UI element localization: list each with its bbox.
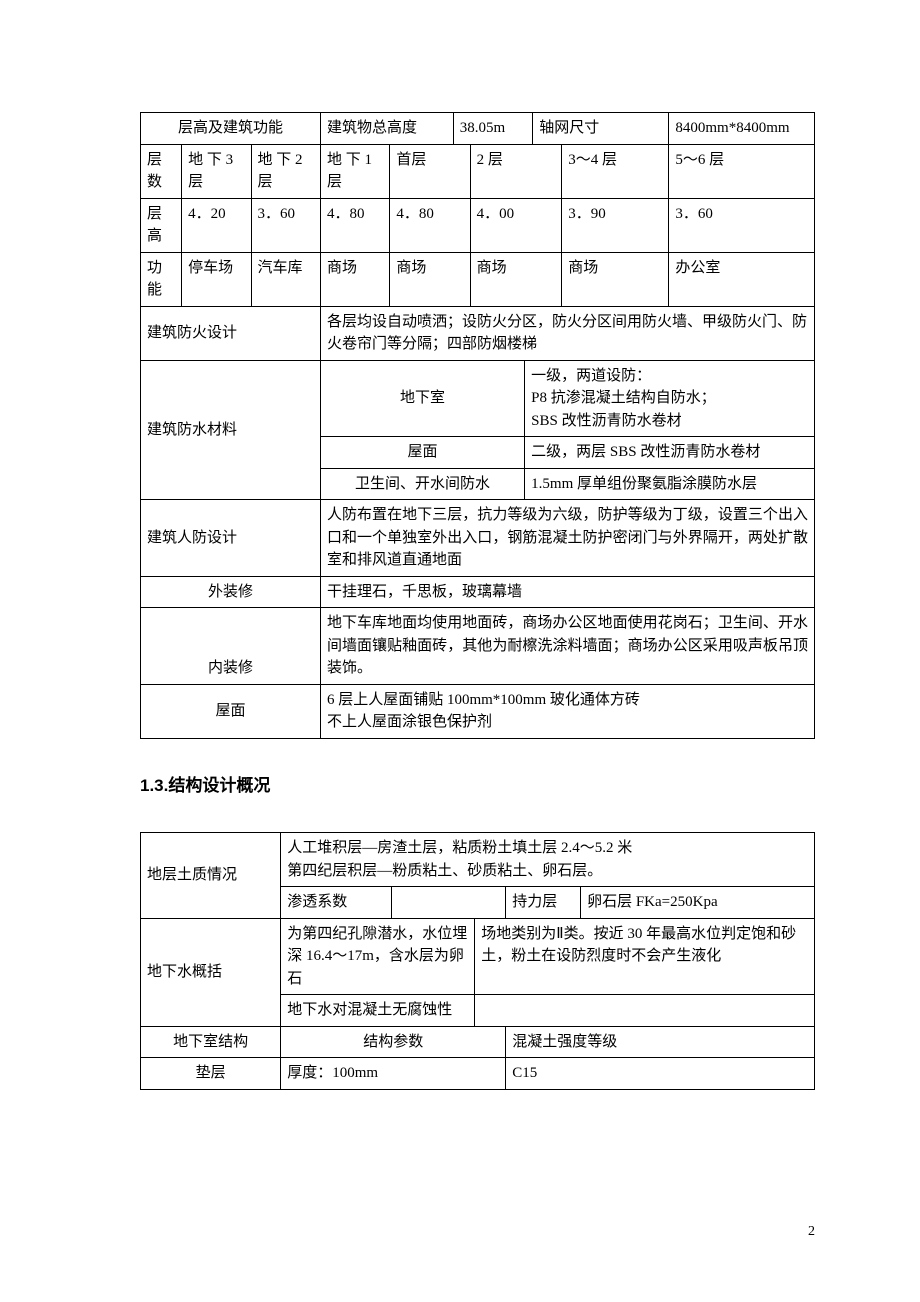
cell-total-height-value: 38.05m (453, 113, 533, 145)
row-label-interior: 内装修 (141, 608, 321, 685)
cell-bathroom-label: 卫生间、开水间防水 (320, 468, 524, 500)
cell: 3．60 (669, 198, 815, 252)
cell-roof-value: 二级，两层 SBS 改性沥青防水卷材 (525, 437, 815, 469)
cell-bearing-layer-label: 持力层 (506, 887, 581, 919)
cell-cushion-grade: C15 (506, 1058, 815, 1090)
cell-total-height-label: 建筑物总高度 (320, 113, 453, 145)
cell: 4．80 (320, 198, 389, 252)
cell-empty (392, 887, 506, 919)
cell: 商场 (562, 252, 669, 306)
row-label-civil-defense: 建筑人防设计 (141, 500, 321, 577)
row-label-roof: 屋面 (141, 684, 321, 738)
row-label-function: 功能 (141, 252, 182, 306)
cell: 地 下 3 层 (182, 144, 251, 198)
cell: 地 下 1 层 (320, 144, 389, 198)
cell-bearing-layer-value: 卵石层 FKa=250Kpa (581, 887, 815, 919)
cell: 3．90 (562, 198, 669, 252)
row-label-exterior: 外装修 (141, 576, 321, 608)
row-label-groundwater: 地下水概括 (141, 918, 281, 1026)
cell: 商场 (470, 252, 562, 306)
cell: 3．60 (251, 198, 320, 252)
row-label-height: 层高 (141, 198, 182, 252)
cell-soil-value: 人工堆积层—房渣土层，粘质粉土填土层 2.4～5.2 米 第四纪层积层—粉质粘土… (281, 833, 815, 887)
structure-design-table: 地层土质情况 人工堆积层—房渣土层，粘质粉土填土层 2.4～5.2 米 第四纪层… (140, 832, 815, 1090)
cell: 2 层 (470, 144, 562, 198)
cell-axis-size-value: 8400mm*8400mm (669, 113, 815, 145)
cell-interior: 地下车库地面均使用地面砖，商场办公区地面使用花岗石；卫生间、开水间墙面镶贴釉面砖… (320, 608, 814, 685)
cell-empty (475, 995, 815, 1027)
page-number: 2 (808, 1221, 815, 1242)
cell-civil-defense: 人防布置在地下三层，抗力等级为六级，防护等级为丁级，设置三个出入口和一个单独室外… (320, 500, 814, 577)
cell: 商场 (390, 252, 470, 306)
cell: 3～4 层 (562, 144, 669, 198)
cell-basement-value: 一级，两道设防： P8 抗渗混凝土结构自防水； SBS 改性沥青防水卷材 (525, 360, 815, 437)
cell-cushion-thickness: 厚度：100mm (281, 1058, 506, 1090)
cell-structure-params: 结构参数 (281, 1026, 506, 1058)
cell: 4．80 (390, 198, 470, 252)
cell-bathroom-value: 1.5mm 厚单组份聚氨脂涂膜防水层 (525, 468, 815, 500)
cell-exterior: 干挂理石，千思板，玻璃幕墙 (320, 576, 814, 608)
cell-groundwater-right-top: 场地类别为Ⅱ类。按近 30 年最高水位判定饱和砂土，粉土在设防烈度时不会产生液化 (475, 918, 815, 995)
cell: 汽车库 (251, 252, 320, 306)
cell: 4．20 (182, 198, 251, 252)
cell: 商场 (320, 252, 389, 306)
cell: 首层 (390, 144, 470, 198)
row-label-floors: 层数 (141, 144, 182, 198)
cell: 办公室 (669, 252, 815, 306)
cell-roof-label: 屋面 (320, 437, 524, 469)
cell-basement-label: 地下室 (320, 360, 524, 437)
cell-height-function: 层高及建筑功能 (141, 113, 321, 145)
cell-roof: 6 层上人屋面铺贴 100mm*100mm 玻化通体方砖 不上人屋面涂银色保护剂 (320, 684, 814, 738)
cell-axis-size-label: 轴网尺寸 (533, 113, 669, 145)
row-label-basement-structure: 地下室结构 (141, 1026, 281, 1058)
row-label-cushion: 垫层 (141, 1058, 281, 1090)
section-heading-structure: 1.3.结构设计概况 (140, 773, 815, 799)
cell: 停车场 (182, 252, 251, 306)
document-page: 层高及建筑功能 建筑物总高度 38.05m 轴网尺寸 8400mm*8400mm… (0, 0, 920, 1302)
row-label-fire-design: 建筑防火设计 (141, 306, 321, 360)
building-design-table: 层高及建筑功能 建筑物总高度 38.05m 轴网尺寸 8400mm*8400mm… (140, 112, 815, 739)
cell-groundwater-left-top: 为第四纪孔隙潜水，水位埋深 16.4～17m，含水层为卵石 (281, 918, 475, 995)
cell-concrete-grade-label: 混凝土强度等级 (506, 1026, 815, 1058)
cell-groundwater-left-bottom: 地下水对混凝土无腐蚀性 (281, 995, 475, 1027)
cell-permeability: 渗透系数 (281, 887, 392, 919)
row-label-waterproof: 建筑防水材料 (141, 360, 321, 500)
cell: 地 下 2 层 (251, 144, 320, 198)
cell: 5～6 层 (669, 144, 815, 198)
cell: 4．00 (470, 198, 562, 252)
cell-fire-design: 各层均设自动喷洒；设防火分区，防火分区间用防火墙、甲级防火门、防火卷帘门等分隔；… (320, 306, 814, 360)
row-label-soil: 地层土质情况 (141, 833, 281, 919)
